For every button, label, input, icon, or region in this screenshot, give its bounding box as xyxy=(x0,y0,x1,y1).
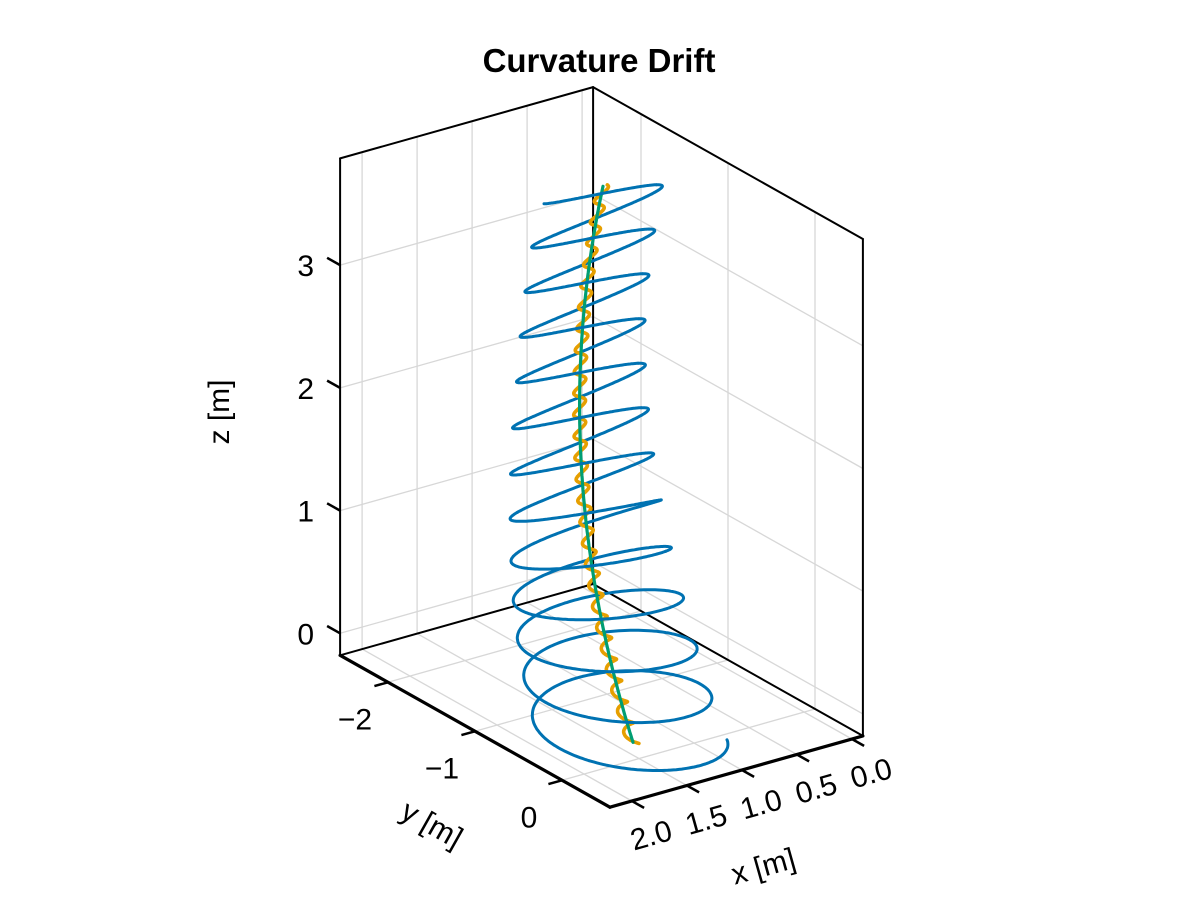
grid-z-left-wall xyxy=(339,193,594,266)
x-tick-label: 0.5 xyxy=(792,768,841,811)
z-tick-label: 1 xyxy=(297,496,314,529)
x-tick-label: 2.0 xyxy=(627,814,676,857)
z-tick-label: 3 xyxy=(297,250,314,283)
x-tick xyxy=(851,737,865,747)
z-tick xyxy=(326,502,341,512)
y-axis-label: y [m] xyxy=(395,794,468,855)
axes-box-front-edges xyxy=(338,653,865,809)
x-tick xyxy=(796,753,810,763)
particle-orbit-line-back xyxy=(515,183,730,757)
x-tick xyxy=(741,768,755,778)
box-top-right-edge xyxy=(592,86,864,240)
x-tick-label: 0.0 xyxy=(847,752,896,795)
x-axis-edge xyxy=(608,734,865,809)
grid-z-left-wall xyxy=(339,561,594,634)
orbit-back-strands xyxy=(515,183,730,757)
x-tick-label: 1.0 xyxy=(737,783,786,826)
z-tick-label: 0 xyxy=(297,618,314,651)
x-tick-label: 1.5 xyxy=(682,799,731,842)
y-tick xyxy=(548,779,563,786)
z-tick-label: 2 xyxy=(297,373,314,406)
orbit-front-strands xyxy=(508,183,724,772)
y-tick-label: 0 xyxy=(521,801,538,834)
y-tick-label: −1 xyxy=(425,752,459,785)
y-axis-edge xyxy=(338,653,612,809)
grid-y-floor xyxy=(474,659,729,732)
grid-y-floor xyxy=(561,708,816,781)
axes-box-back-edges xyxy=(339,86,864,737)
box-floor-back-right-edge xyxy=(592,583,864,737)
plot-title: Curvature Drift xyxy=(483,42,716,79)
grid-z-right-wall xyxy=(592,561,864,715)
x-axis-label: x [m] xyxy=(728,842,800,891)
z-tick xyxy=(326,256,341,267)
grid-z-right-wall xyxy=(592,193,864,347)
z-tick xyxy=(326,379,341,389)
grid-z-left-wall xyxy=(339,315,594,389)
box-floor-back-left-edge xyxy=(339,583,595,657)
grid-z-left-wall xyxy=(339,438,594,512)
x-tick xyxy=(686,784,700,794)
text-labels: Curvature Drift x [m] y [m] z [m] xyxy=(203,42,799,892)
z-axis-label: z [m] xyxy=(203,380,236,445)
y-tick-label: −2 xyxy=(338,703,372,736)
y-tick xyxy=(374,681,389,688)
particle-orbit-line-front xyxy=(508,183,724,772)
box-top-left-edge xyxy=(339,86,595,160)
grid-z-right-wall xyxy=(592,316,864,470)
tick-marks xyxy=(326,256,865,809)
z-tick xyxy=(326,624,341,635)
x-tick xyxy=(631,799,645,809)
y-tick xyxy=(461,730,476,737)
